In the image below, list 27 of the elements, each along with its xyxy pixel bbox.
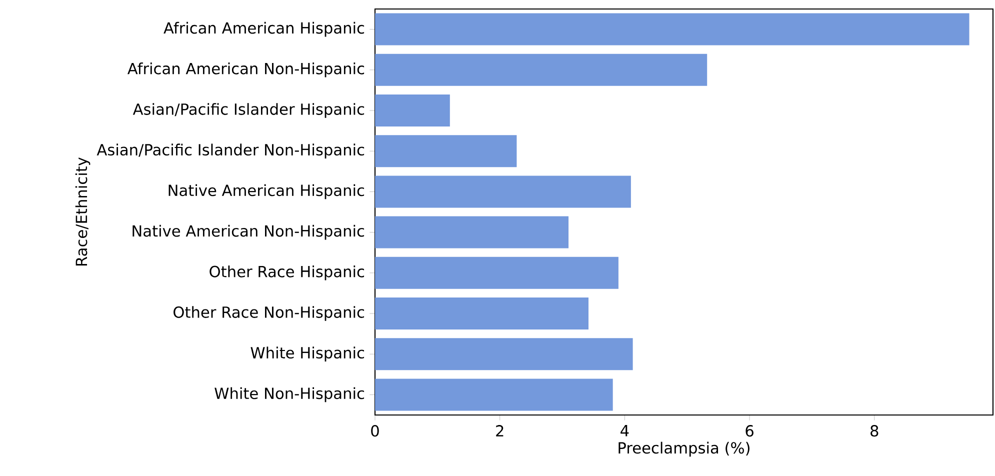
bar (375, 338, 633, 370)
bar (375, 94, 450, 127)
y-tick-label: Native American Hispanic (168, 184, 364, 200)
bar (375, 135, 517, 168)
bar (375, 13, 970, 46)
bar (375, 176, 631, 208)
x-axis-title: Preeclampsia (%) (618, 442, 750, 457)
x-tick-label: 8 (870, 425, 878, 437)
x-tick-label: 6 (746, 425, 754, 437)
bar (375, 378, 613, 411)
bar (375, 54, 708, 86)
x-tick-label: 0 (371, 425, 379, 437)
y-tick-label: Other Race Non-Hispanic (174, 306, 364, 321)
bar (375, 216, 569, 248)
y-axis-title: Race/Ethnicity (75, 157, 90, 266)
x-tick-label: 4 (620, 425, 629, 436)
bar (375, 298, 588, 330)
y-tick-label: White Non-Hispanic (214, 387, 364, 402)
y-tick-label: Asian/Pacific Islander Hispanic (132, 103, 364, 118)
y-tick-label: Other Race Hispanic (210, 265, 364, 280)
x-tick-label: 2 (496, 425, 504, 436)
y-tick-label: White Hispanic (250, 346, 364, 362)
bar (375, 256, 618, 289)
y-tick-label: Native American Non-Hispanic (132, 224, 364, 240)
y-tick-label: Asian/Pacific Islander Non-Hispanic (96, 144, 364, 159)
y-tick-label: African American Non-Hispanic (128, 62, 364, 78)
y-tick-label: African American Hispanic (164, 22, 364, 37)
